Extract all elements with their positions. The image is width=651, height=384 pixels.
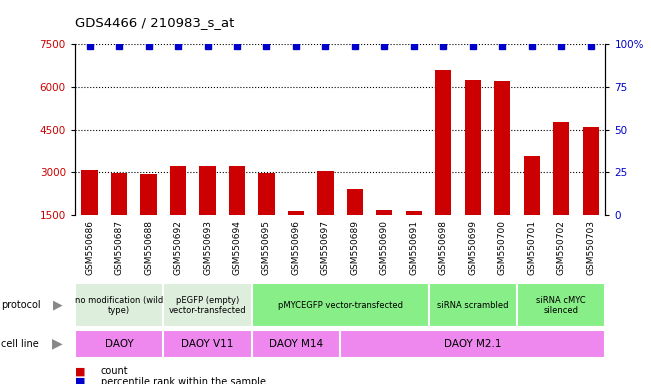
Text: GSM550691: GSM550691 [409, 220, 419, 275]
Bar [288, 211, 304, 215]
Bar [163, 283, 252, 328]
Bar [376, 210, 393, 215]
Bar [258, 174, 275, 215]
Bar [465, 80, 481, 215]
Text: cell line: cell line [1, 339, 39, 349]
Text: DAOY M2.1: DAOY M2.1 [444, 339, 501, 349]
Bar [170, 166, 186, 215]
Text: ▶: ▶ [52, 337, 62, 351]
Text: GSM550690: GSM550690 [380, 220, 389, 275]
Text: GSM550686: GSM550686 [85, 220, 94, 275]
Text: GSM550697: GSM550697 [321, 220, 330, 275]
Bar [252, 330, 340, 358]
Text: GSM550689: GSM550689 [350, 220, 359, 275]
Text: GSM550688: GSM550688 [144, 220, 153, 275]
Text: pMYCEGFP vector-transfected: pMYCEGFP vector-transfected [277, 301, 403, 310]
Text: GSM550695: GSM550695 [262, 220, 271, 275]
Bar [81, 170, 98, 215]
Bar [141, 174, 157, 215]
Bar [428, 283, 517, 328]
Bar [523, 156, 540, 215]
Text: DAOY M14: DAOY M14 [269, 339, 323, 349]
Text: GSM550694: GSM550694 [232, 220, 242, 275]
Text: GSM550701: GSM550701 [527, 220, 536, 275]
Bar [340, 330, 605, 358]
Text: GSM550703: GSM550703 [586, 220, 595, 275]
Text: GSM550692: GSM550692 [174, 220, 182, 275]
Bar [406, 211, 422, 215]
Bar [494, 81, 510, 215]
Text: GSM550702: GSM550702 [557, 220, 566, 275]
Text: ▶: ▶ [53, 299, 62, 312]
Text: count: count [101, 366, 128, 376]
Text: ■: ■ [75, 377, 85, 384]
Bar [229, 166, 245, 215]
Text: percentile rank within the sample: percentile rank within the sample [101, 377, 266, 384]
Text: GSM550700: GSM550700 [498, 220, 506, 275]
Bar [347, 189, 363, 215]
Text: GSM550687: GSM550687 [115, 220, 124, 275]
Bar [553, 122, 570, 215]
Bar [75, 330, 163, 358]
Text: siRNA cMYC
silenced: siRNA cMYC silenced [536, 296, 586, 315]
Text: GSM550699: GSM550699 [468, 220, 477, 275]
Text: DAOY: DAOY [105, 339, 133, 349]
Bar [583, 127, 599, 215]
Text: DAOY V11: DAOY V11 [182, 339, 234, 349]
Bar [75, 283, 163, 328]
Text: GSM550698: GSM550698 [439, 220, 448, 275]
Text: GDS4466 / 210983_s_at: GDS4466 / 210983_s_at [75, 16, 234, 29]
Text: GSM550693: GSM550693 [203, 220, 212, 275]
Text: siRNA scrambled: siRNA scrambled [437, 301, 508, 310]
Text: pEGFP (empty)
vector-transfected: pEGFP (empty) vector-transfected [169, 296, 246, 315]
Bar [111, 174, 127, 215]
Bar [317, 170, 333, 215]
Bar [436, 70, 451, 215]
Text: protocol: protocol [1, 300, 41, 310]
Bar [517, 283, 605, 328]
Text: ■: ■ [75, 366, 85, 376]
Bar [199, 166, 215, 215]
Bar [163, 330, 252, 358]
Text: GSM550696: GSM550696 [292, 220, 300, 275]
Text: no modification (wild
type): no modification (wild type) [75, 296, 163, 315]
Bar [252, 283, 428, 328]
